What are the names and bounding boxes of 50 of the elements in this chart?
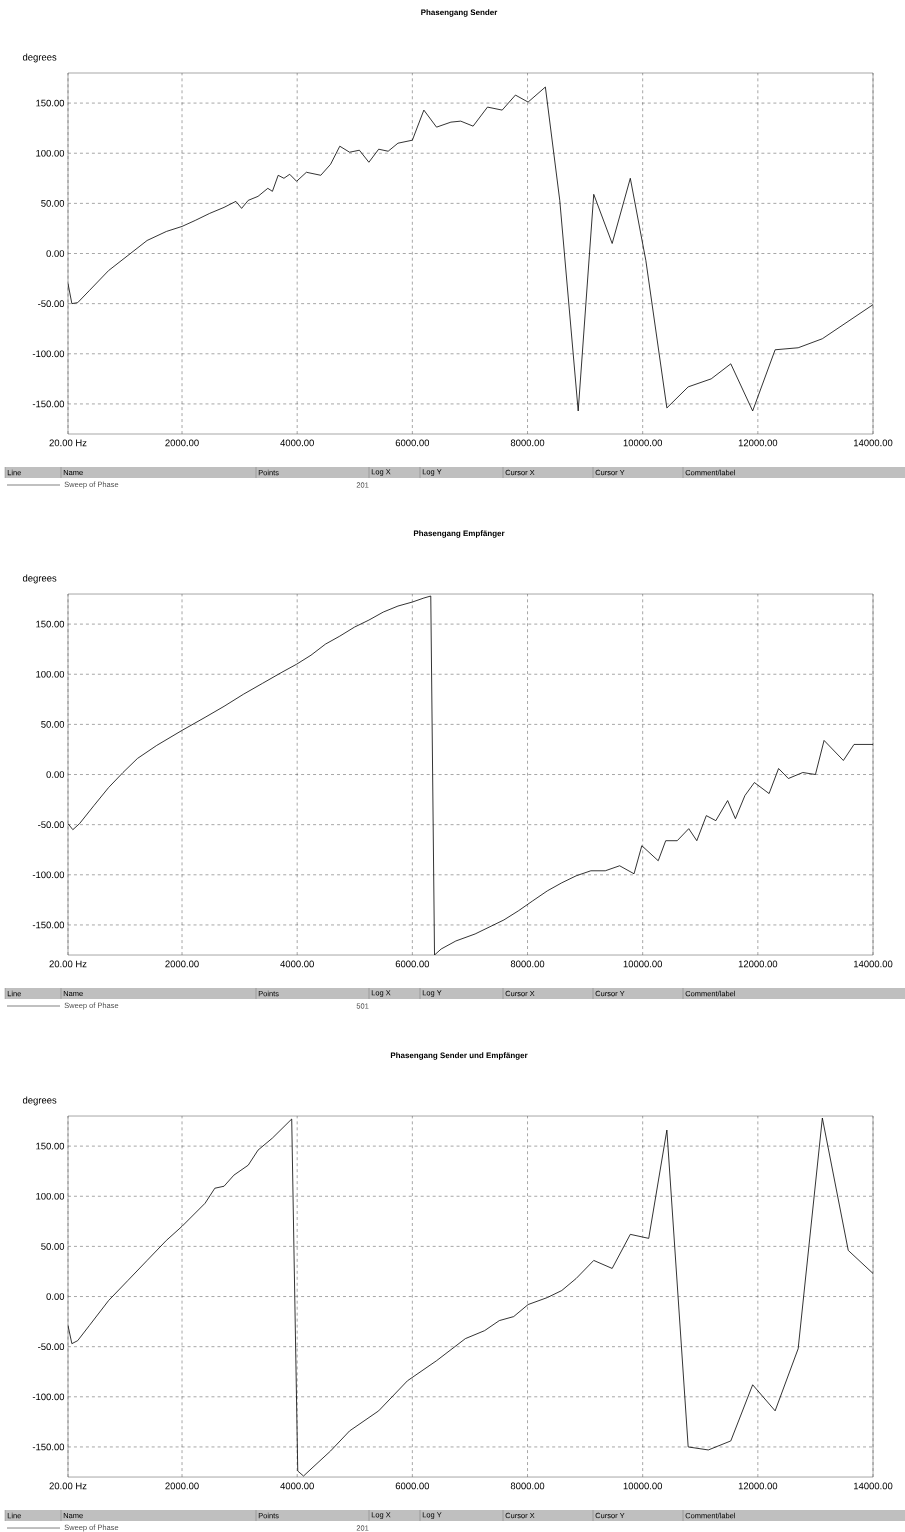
y-axis-title: degrees — [22, 574, 57, 584]
x-tick-label: 6000.00 — [395, 1482, 430, 1490]
y-tick-label: 50.00 — [41, 200, 65, 207]
x-tick-label: 10000.00 — [623, 439, 663, 447]
y-tick-label: -100.00 — [32, 1393, 65, 1401]
y-tick-label: -50.00 — [38, 300, 65, 307]
x-tick-label: 12000.00 — [738, 1482, 778, 1490]
x-tick-label: 14000.00 — [854, 1482, 893, 1490]
x-tick-label: 2000.00 — [165, 960, 199, 968]
x-tick-label: 6000.00 — [395, 960, 430, 968]
x-tick-label: 10000.00 — [623, 960, 663, 968]
y-tick-label: -100.00 — [32, 871, 65, 879]
x-tick-label: 8000.00 — [510, 439, 545, 447]
y-tick-label: -150.00 — [32, 921, 65, 929]
x-tick-label: 14000.00 — [854, 439, 893, 447]
x-tick-label: 14000.00 — [854, 960, 893, 968]
line-series — [68, 1117, 874, 1477]
y-tick-label: 150.00 — [36, 1142, 65, 1150]
y-axis-title: degrees — [22, 1096, 57, 1106]
y-tick-label: -150.00 — [32, 1443, 65, 1451]
y-tick-label: 150.00 — [36, 99, 65, 107]
y-tick-label: -50.00 — [38, 821, 65, 829]
x-tick-label: 2000.00 — [165, 1482, 199, 1490]
x-tick-label: 20.00 Hz — [49, 439, 87, 447]
y-tick-label: -100.00 — [32, 350, 65, 358]
x-tick-label: 20.00 Hz — [49, 1482, 87, 1490]
y-tick-label: 100.00 — [36, 670, 65, 678]
x-tick-label: 8000.00 — [510, 960, 545, 968]
y-tick-label: -50.00 — [38, 1343, 65, 1351]
x-tick-label: 12000.00 — [738, 439, 778, 447]
x-tick-label: 12000.00 — [738, 960, 778, 968]
x-tick-label: 4000.00 — [280, 960, 314, 968]
y-tick-label: 0.00 — [46, 1293, 65, 1300]
y-tick-label: 0.00 — [46, 771, 65, 778]
y-tick-label: 50.00 — [41, 721, 65, 728]
y-tick-label: 150.00 — [36, 620, 65, 628]
y-tick-label: 50.00 — [41, 1243, 65, 1250]
y-axis-title: degrees — [22, 53, 57, 63]
line-series — [68, 86, 874, 412]
x-tick-label: 20.00 Hz — [49, 960, 87, 968]
x-tick-label: 4000.00 — [280, 1482, 314, 1490]
x-tick-label: 10000.00 — [623, 1482, 663, 1490]
y-tick-label: 100.00 — [36, 149, 65, 157]
y-tick-label: 0.00 — [46, 250, 65, 257]
x-tick-label: 6000.00 — [395, 439, 430, 447]
x-tick-label: 4000.00 — [280, 439, 314, 447]
x-tick-label: 8000.00 — [510, 1482, 545, 1490]
x-tick-label: 2000.00 — [165, 439, 199, 447]
y-tick-label: -150.00 — [32, 400, 65, 408]
y-tick-label: 100.00 — [36, 1192, 65, 1200]
